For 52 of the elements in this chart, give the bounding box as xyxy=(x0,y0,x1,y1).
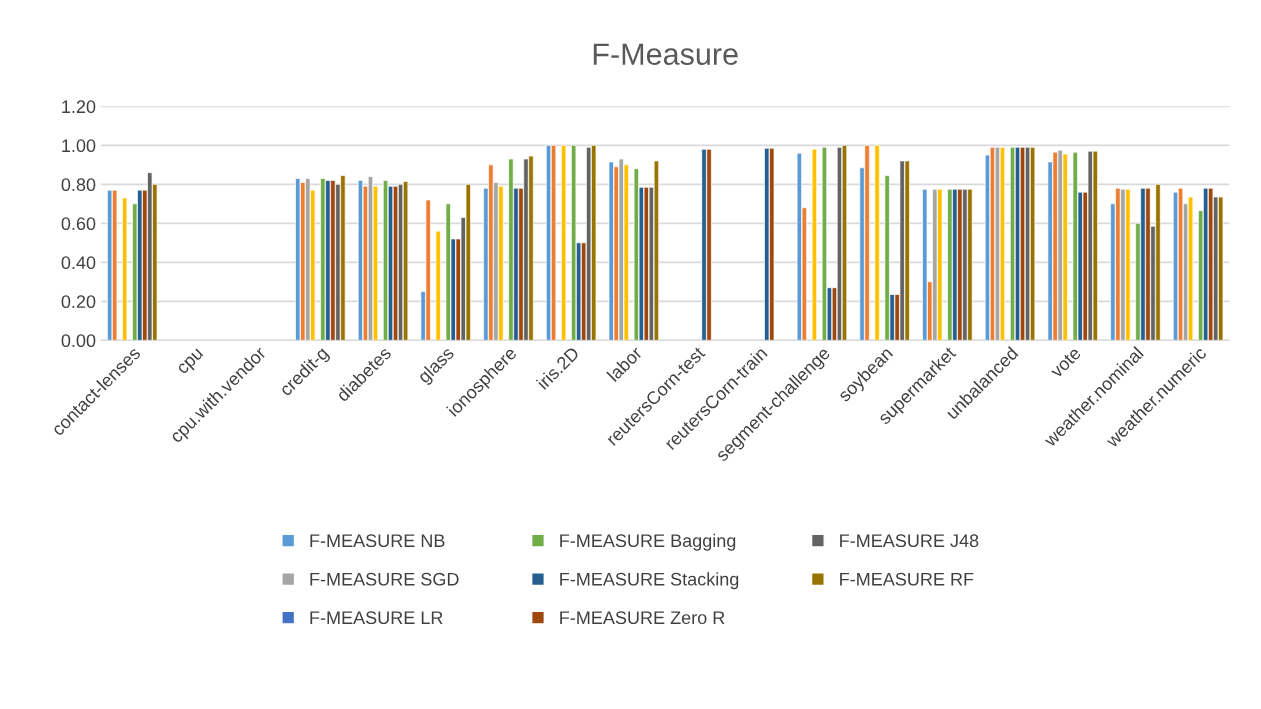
bar xyxy=(884,175,890,341)
bar xyxy=(508,158,514,341)
bar xyxy=(1177,187,1184,341)
legend-label: F-MEASURE SGD xyxy=(310,572,459,586)
y-tick-label: 0.20 xyxy=(61,295,96,309)
bar xyxy=(999,146,1006,341)
y-tick-label: 0.80 xyxy=(61,178,96,192)
legend-label: F-MEASURE J48 xyxy=(840,534,979,548)
bar xyxy=(994,146,1001,341)
bar xyxy=(836,146,843,341)
bar xyxy=(295,178,301,341)
bar xyxy=(1072,151,1078,341)
legend-label: F-MEASURE LR xyxy=(310,611,443,625)
legend-label: F-MEASURE RF xyxy=(840,572,974,586)
bar xyxy=(382,180,389,341)
bar xyxy=(608,161,614,341)
bar xyxy=(435,230,441,341)
bar xyxy=(1029,146,1036,341)
legend-label: F-MEASURE Stacking xyxy=(560,572,739,590)
y-tick-label: 1.00 xyxy=(62,139,96,153)
chart-title: F-Measure xyxy=(593,43,738,65)
bar xyxy=(561,144,567,341)
bar xyxy=(392,185,399,341)
y-tick-label: 1.20 xyxy=(62,100,96,114)
y-tick-label: 0.40 xyxy=(61,256,96,270)
legend-label: F-MEASURE NB xyxy=(310,534,445,548)
bar xyxy=(1187,196,1194,341)
bar xyxy=(874,144,880,341)
y-tick-label: 0.00 xyxy=(61,334,96,348)
bar xyxy=(402,181,409,341)
legend-label: F-MEASURE Bagging xyxy=(560,533,736,551)
bar xyxy=(811,148,818,341)
bar xyxy=(550,144,557,341)
bar xyxy=(1009,146,1016,341)
bar xyxy=(841,144,848,341)
bar xyxy=(445,203,451,341)
bar xyxy=(545,144,552,341)
bar xyxy=(922,188,928,341)
bar xyxy=(320,178,326,341)
bar xyxy=(122,197,128,341)
bar xyxy=(1014,146,1021,341)
y-tick-label: 0.60 xyxy=(61,217,96,231)
bar xyxy=(947,188,953,341)
legend-label: F-MEASURE Zero R xyxy=(560,611,725,625)
bar xyxy=(633,168,639,341)
bar xyxy=(367,176,374,341)
bar xyxy=(571,144,577,341)
bar xyxy=(357,180,364,341)
bar xyxy=(989,146,996,341)
bar xyxy=(821,146,828,341)
bar xyxy=(1172,191,1179,341)
bar xyxy=(1019,146,1026,341)
